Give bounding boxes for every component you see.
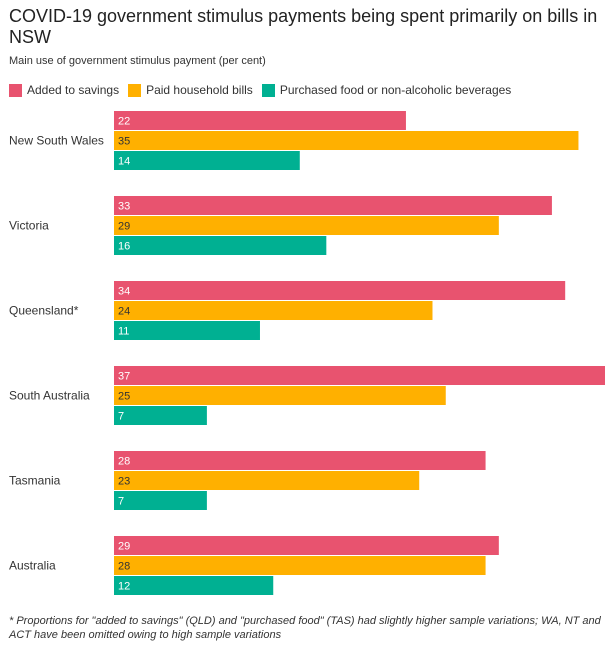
bar-added-to-savings-queensland [114, 281, 566, 300]
legend: Added to savings Paid household bills Pu… [9, 83, 520, 97]
legend-item-food: Purchased food or non-alcoholic beverage… [261, 83, 512, 97]
bar-added-to-savings-south-australia [114, 366, 605, 385]
data-label-paid-household-bills-queensland: 24 [118, 306, 130, 318]
bar-purchased-food-or-non-alcoholic-beverages-victoria [114, 236, 327, 255]
legend-label-bills: Paid household bills [146, 83, 253, 97]
bar-paid-household-bills-new-south-wales [114, 131, 579, 150]
bar-paid-household-bills-queensland [114, 301, 433, 320]
chart-subtitle: Main use of government stimulus payment … [9, 55, 266, 67]
bar-added-to-savings-australia [114, 536, 499, 555]
chart-title: COVID-19 government stimulus payments be… [9, 6, 598, 47]
data-label-paid-household-bills-tasmania: 23 [118, 476, 130, 488]
category-label-queensland: Queensland* [9, 304, 79, 318]
bar-paid-household-bills-tasmania [114, 471, 420, 490]
data-label-purchased-food-or-non-alcoholic-beverages-victoria: 16 [118, 241, 130, 253]
bar-purchased-food-or-non-alcoholic-beverages-new-south-wales [114, 151, 300, 170]
bar-purchased-food-or-non-alcoholic-beverages-queensland [114, 321, 260, 340]
data-label-added-to-savings-new-south-wales: 22 [118, 116, 130, 128]
data-label-purchased-food-or-non-alcoholic-beverages-queensland: 11 [118, 326, 129, 338]
bar-purchased-food-or-non-alcoholic-beverages-australia [114, 576, 274, 595]
bar-purchased-food-or-non-alcoholic-beverages-south-australia [114, 406, 207, 425]
data-label-purchased-food-or-non-alcoholic-beverages-australia: 12 [118, 581, 130, 593]
data-label-purchased-food-or-non-alcoholic-beverages-tasmania: 7 [118, 496, 124, 508]
data-label-purchased-food-or-non-alcoholic-beverages-south-australia: 7 [118, 411, 124, 423]
bar-added-to-savings-victoria [114, 196, 552, 215]
data-label-paid-household-bills-australia: 28 [118, 561, 130, 573]
bar-paid-household-bills-victoria [114, 216, 499, 235]
bar-chart: New South Wales 22 35 14 Victoria 33 29 16 Queen… [9, 111, 605, 595]
footnote: * Proportions for "added to savings" (QL… [9, 615, 601, 641]
category-label-victoria: Victoria [9, 219, 49, 233]
data-label-added-to-savings-australia: 29 [118, 541, 130, 553]
data-label-added-to-savings-queensland: 34 [118, 286, 130, 298]
legend-item-bills: Paid household bills [128, 83, 253, 97]
legend-swatch-food [261, 83, 275, 97]
legend-label-savings: Added to savings [27, 83, 120, 97]
data-label-paid-household-bills-victoria: 29 [118, 221, 130, 233]
legend-item-savings: Added to savings [9, 83, 119, 97]
legend-label-food: Purchased food or non-alcoholic beverage… [279, 83, 512, 97]
data-label-paid-household-bills-south-australia: 25 [118, 391, 130, 403]
category-label-australia: Australia [9, 559, 56, 573]
data-label-added-to-savings-tasmania: 28 [118, 456, 130, 468]
bar-purchased-food-or-non-alcoholic-beverages-tasmania [114, 491, 207, 510]
bar-paid-household-bills-australia [114, 556, 486, 575]
bar-added-to-savings-tasmania [114, 451, 486, 470]
data-label-added-to-savings-victoria: 33 [118, 201, 130, 213]
category-label-south-australia: South Australia [9, 389, 90, 403]
data-label-purchased-food-or-non-alcoholic-beverages-new-south-wales: 14 [118, 156, 130, 168]
legend-swatch-savings [9, 83, 22, 97]
data-label-added-to-savings-south-australia: 37 [118, 371, 130, 383]
legend-swatch-bills [128, 83, 142, 97]
data-label-paid-household-bills-new-south-wales: 35 [118, 136, 130, 148]
bar-paid-household-bills-south-australia [114, 386, 446, 405]
category-label-tasmania: Tasmania [9, 474, 61, 488]
bar-added-to-savings-new-south-wales [114, 111, 406, 130]
category-label-new-south-wales: New South Wales [9, 134, 104, 148]
